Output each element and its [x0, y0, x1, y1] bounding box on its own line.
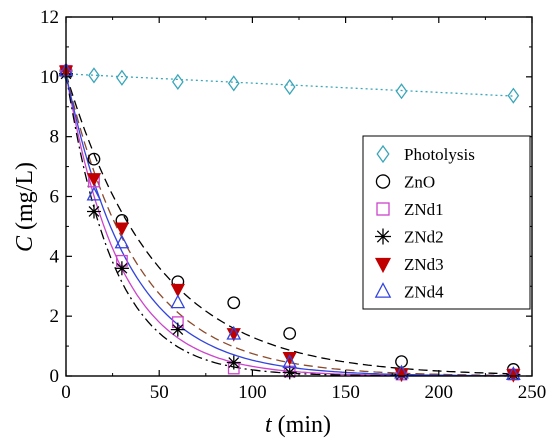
x-tick-label: 250 [518, 382, 547, 403]
point-znd3 [170, 283, 185, 298]
legend-label-zno: ZnO [404, 173, 435, 192]
legend-label-photolysis: Photolysis [404, 145, 475, 164]
point-photolysis [227, 75, 240, 92]
y-axis-unit: (mg/L) [12, 162, 38, 236]
axis-ticks: 0 50 100 150 200 250 0 2 4 6 8 10 12 [40, 7, 546, 403]
legend-marker-znd1 [376, 202, 390, 216]
point-zno [227, 296, 241, 310]
point-znd4 [170, 294, 186, 309]
point-znd4 [86, 186, 102, 201]
point-znd4 [505, 366, 521, 381]
point-znd2 [170, 322, 185, 337]
x-tick-label: 200 [425, 382, 454, 403]
point-znd4 [282, 354, 298, 369]
legend-box [362, 135, 531, 310]
legend-entries: Photolysis ZnO ZNd1 ZNd2 ZNd3 ZNd4 [374, 144, 475, 302]
legend-marker-znd3 [374, 257, 392, 274]
y-tick-label: 2 [50, 306, 60, 327]
x-tick-label: 50 [150, 382, 169, 403]
y-tick-label: 10 [40, 67, 59, 88]
point-photolysis [171, 73, 184, 91]
point-zno [87, 152, 101, 166]
y-axis-title: C (mg/L) [12, 162, 38, 252]
point-znd4 [226, 325, 242, 340]
x-tick-label: 150 [331, 382, 360, 403]
y-tick-label: 4 [50, 246, 60, 267]
point-znd4 [394, 364, 409, 379]
point-photolysis [88, 67, 100, 84]
x-tick-label: 100 [238, 382, 267, 403]
legend-marker-zno [375, 174, 391, 189]
point-znd3 [226, 328, 241, 342]
x-axis-title: t (min) [265, 412, 331, 438]
point-photolysis [395, 83, 408, 100]
y-tick-label: 0 [50, 366, 60, 387]
point-photolysis [507, 87, 520, 104]
point-znd2 [226, 355, 241, 370]
point-zno [283, 327, 297, 340]
legend-label-znd4: ZNd4 [404, 283, 444, 302]
y-tick-label: 6 [50, 187, 60, 208]
point-znd4 [114, 234, 130, 249]
point-znd2 [282, 365, 297, 380]
fit-line-znd3 [65, 73, 514, 377]
x-tick-label: 0 [61, 382, 71, 403]
x-axis-unit: (min) [272, 412, 331, 438]
point-znd2 [87, 204, 101, 219]
y-tick-label: 8 [50, 127, 60, 148]
point-photolysis [116, 69, 128, 86]
fit-line-photolysis [65, 73, 514, 97]
legend: Photolysis ZnO ZNd1 ZNd2 ZNd3 ZNd4 [362, 135, 531, 310]
legend-marker-photolysis [376, 144, 390, 164]
point-znd2 [114, 261, 129, 276]
y-axis-var: C [12, 235, 38, 252]
legend-label-znd1: ZNd1 [404, 200, 444, 219]
point-znd3 [282, 352, 297, 366]
legend-marker-znd2 [375, 228, 391, 245]
legend-label-znd3: ZNd3 [404, 255, 444, 274]
x-axis-var: t [265, 412, 273, 438]
y-tick-label: 12 [40, 7, 59, 28]
point-znd3 [86, 173, 102, 187]
point-photolysis [283, 78, 296, 96]
point-znd3 [114, 222, 130, 236]
legend-label-znd2: ZNd2 [404, 228, 444, 247]
legend-marker-znd4 [374, 282, 392, 298]
